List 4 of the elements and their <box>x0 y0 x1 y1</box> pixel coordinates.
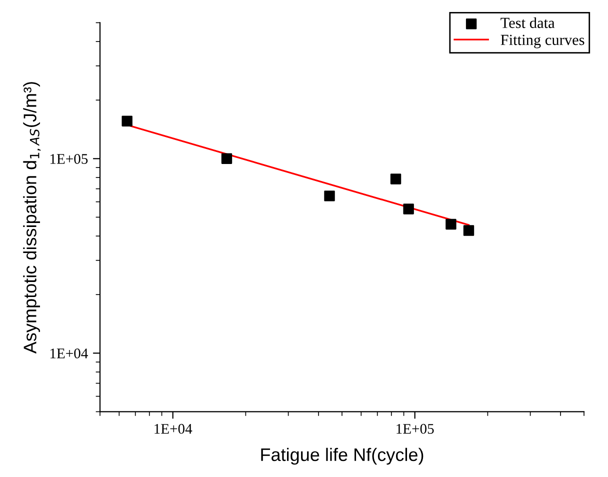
y-axis-title: Asymptotic dissipation d$_{1,AS}$(J/m³) <box>23 82 41 354</box>
legend-label: Fitting curves <box>500 34 584 48</box>
legend-label: Test data <box>500 17 555 28</box>
x-axis-title: Fatigue life Nf(cycle) <box>261 448 424 465</box>
